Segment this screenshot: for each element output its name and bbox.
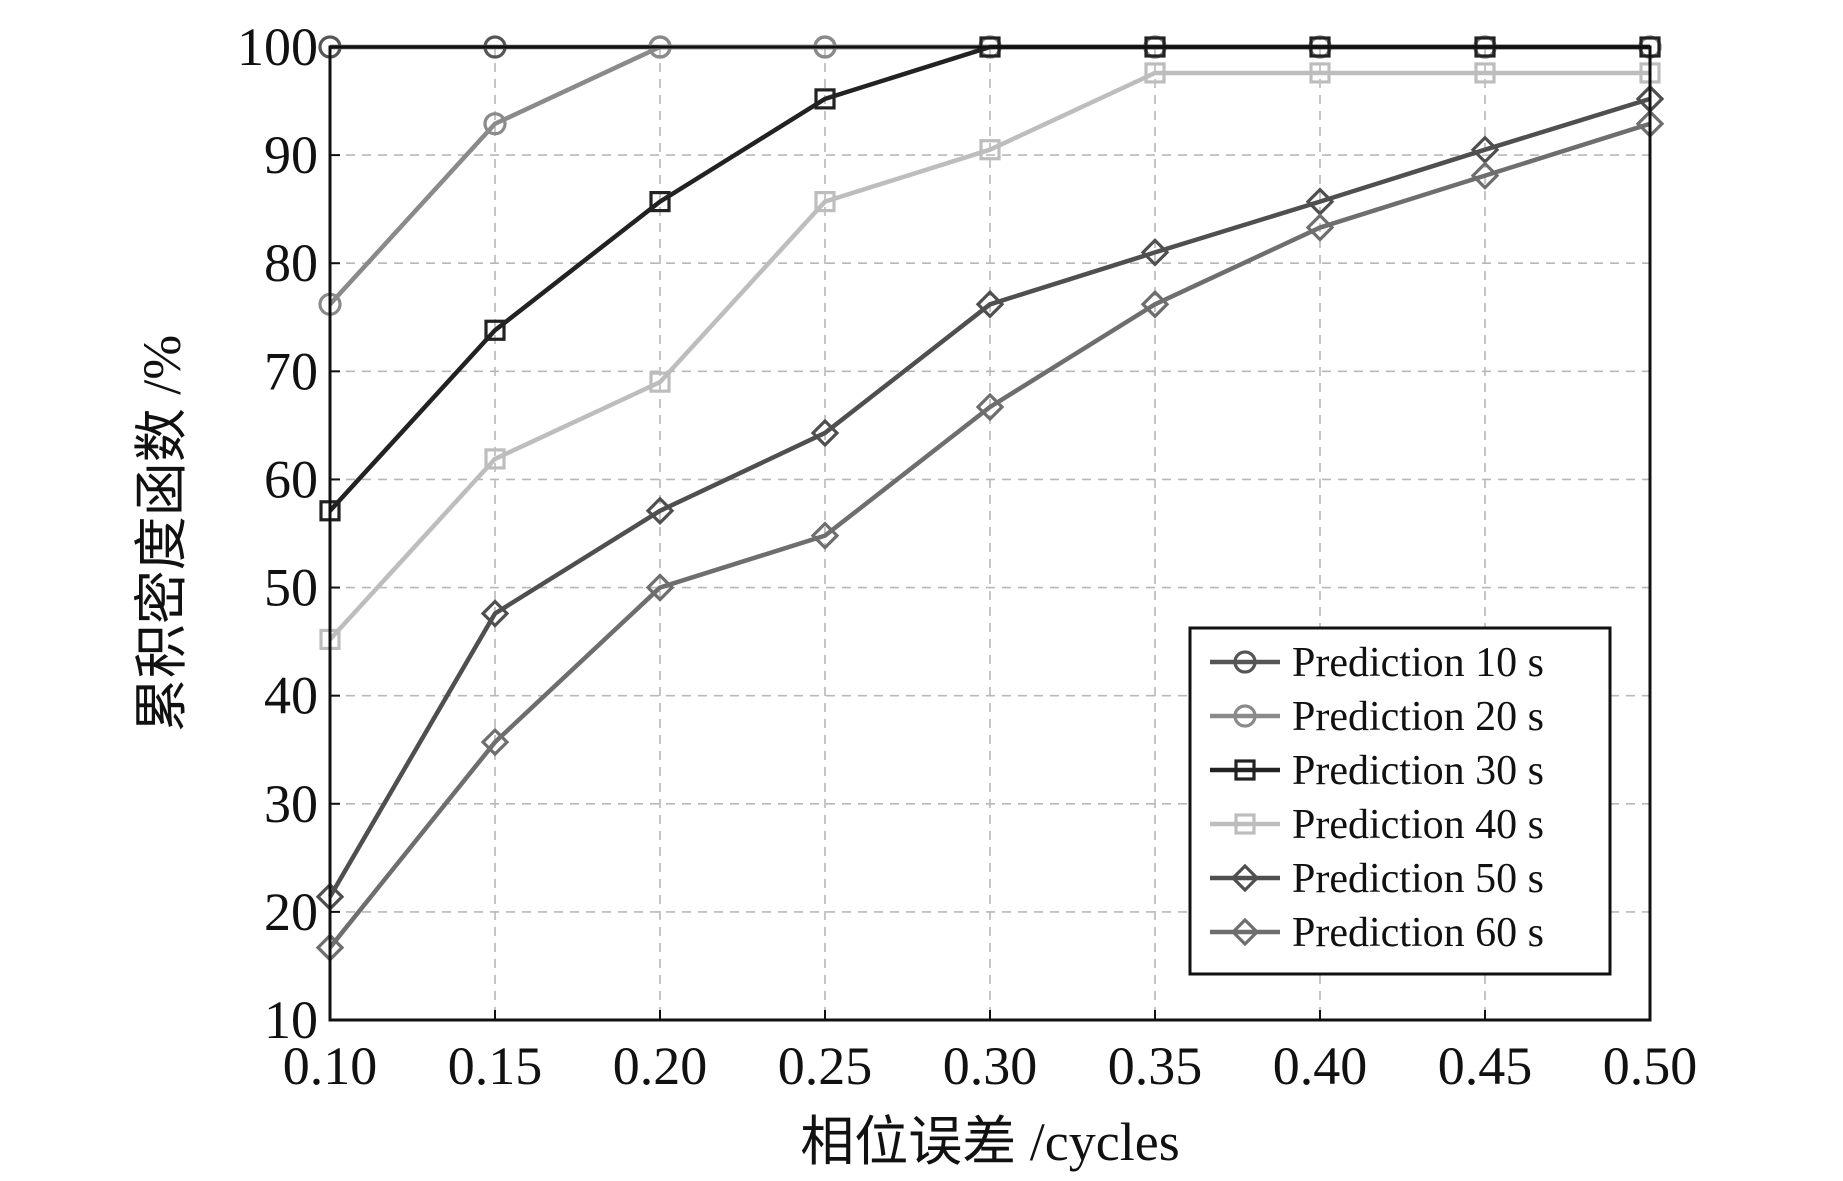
legend-box [1188, 626, 1612, 976]
series-5 [315, 84, 1665, 912]
data-point [1309, 62, 1331, 84]
data-point [1140, 290, 1170, 319]
legend-marker [1230, 863, 1260, 893]
legend-label: Prediction 50 s [1292, 856, 1544, 902]
legend-item: Prediction 30 s [1210, 748, 1544, 794]
legend-marker [1234, 759, 1256, 781]
data-point [814, 88, 836, 110]
data-point [814, 190, 836, 213]
legend-label: Prediction 10 s [1292, 640, 1544, 686]
data-point [649, 190, 671, 213]
x-tick-label: 0.35 [1108, 1036, 1203, 1096]
series-line [328, 70, 1650, 641]
data-point [1470, 161, 1500, 190]
legend-marker [1233, 704, 1257, 728]
data-point [483, 112, 507, 136]
legend-label: Prediction 40 s [1292, 802, 1544, 848]
legend-item: Prediction 60 s [1210, 910, 1544, 956]
y-tick-label: 50 [264, 558, 318, 618]
data-point [645, 496, 675, 526]
y-tick-label: 60 [264, 449, 318, 509]
x-tick-label: 0.45 [1438, 1036, 1533, 1096]
data-point [810, 521, 840, 550]
legend-marker [1230, 917, 1260, 947]
data-point [1144, 62, 1166, 84]
x-axis-label: 相位误差 /cycles [800, 1112, 1179, 1172]
axis-ticks: 0.10 0.15 0.20 0.25 0.30 0.35 0.40 0.45 0.50 10 20… [237, 17, 1697, 1096]
series-4 [319, 62, 1661, 651]
x-tick-label: 0.40 [1273, 1036, 1368, 1096]
y-tick-label: 70 [264, 341, 318, 401]
legend-label: Prediction 20 s [1292, 694, 1544, 740]
data-point [649, 371, 671, 393]
data-point [979, 139, 1001, 161]
series-6 [315, 109, 1665, 962]
legend-label: Prediction 60 s [1292, 910, 1544, 956]
data-point [1305, 213, 1335, 242]
y-tick-label: 10 [264, 990, 318, 1050]
x-tick-label: 0.50 [1603, 1036, 1698, 1096]
x-tick-label: 0.20 [613, 1036, 708, 1096]
legend-label: Prediction 30 s [1292, 748, 1544, 794]
series-line [328, 121, 1651, 949]
data-point [484, 448, 506, 470]
data-point [1474, 62, 1496, 84]
y-tick-label: 100 [237, 17, 318, 77]
legend: Prediction 10 s Prediction 20 s Prediction… [1188, 626, 1612, 976]
legend-item: Prediction 50 s [1210, 856, 1544, 902]
data-point [480, 727, 510, 757]
legend-item: Prediction 40 s [1210, 802, 1544, 848]
x-tick-label: 0.30 [943, 1036, 1038, 1096]
x-tick-label: 0.25 [778, 1036, 873, 1096]
data-point [480, 599, 510, 628]
data-point [645, 573, 675, 602]
legend-item: Prediction 10 s [1210, 640, 1544, 686]
series-line [328, 96, 1651, 898]
x-tick-label: 0.10 [283, 1036, 378, 1096]
data-point [484, 319, 506, 341]
grid-lines [330, 47, 1650, 1020]
data-point [1140, 238, 1170, 267]
y-tick-label: 90 [264, 125, 318, 185]
y-axis-label: 累积密度函数 /% [132, 335, 192, 733]
data-point [975, 290, 1005, 319]
y-tick-label: 40 [264, 666, 318, 726]
legend-item: Prediction 20 s [1210, 694, 1544, 740]
data-point [975, 392, 1005, 422]
data-point [810, 418, 840, 448]
x-tick-label: 0.15 [448, 1036, 543, 1096]
y-tick-label: 20 [264, 882, 318, 942]
legend-marker [1234, 813, 1256, 835]
y-tick-label: 80 [264, 233, 318, 293]
legend-marker [1233, 650, 1257, 674]
y-tick-label: 30 [264, 774, 318, 834]
